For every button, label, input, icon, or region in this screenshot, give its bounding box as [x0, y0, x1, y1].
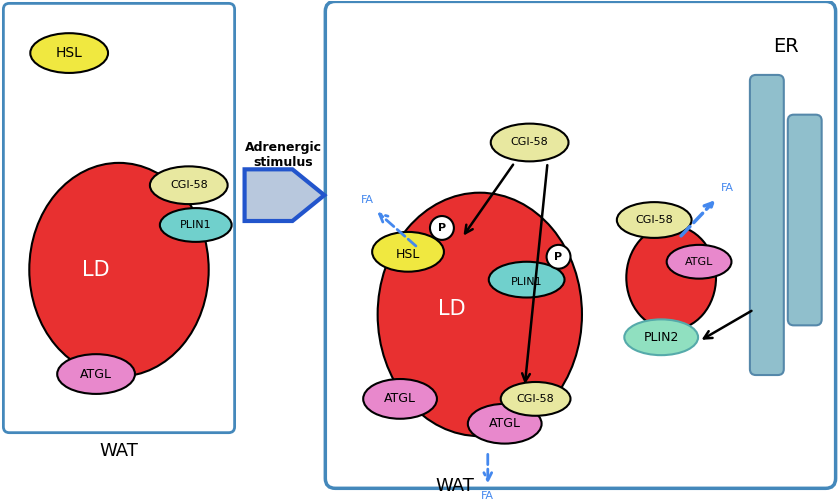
Text: ATGL: ATGL	[384, 393, 416, 405]
Ellipse shape	[430, 216, 454, 240]
Text: PLIN1: PLIN1	[180, 220, 212, 230]
Ellipse shape	[547, 245, 570, 269]
Text: WAT: WAT	[435, 477, 475, 495]
Text: P: P	[438, 223, 446, 233]
Ellipse shape	[491, 123, 569, 161]
Ellipse shape	[501, 382, 570, 416]
Text: FA: FA	[481, 491, 494, 501]
Ellipse shape	[667, 245, 732, 279]
Text: ER: ER	[773, 37, 799, 55]
Text: ATGL: ATGL	[685, 257, 713, 267]
Text: Adrenergic
stimulus: Adrenergic stimulus	[245, 142, 322, 169]
Ellipse shape	[29, 163, 208, 376]
FancyBboxPatch shape	[325, 2, 836, 488]
Text: ATGL: ATGL	[80, 367, 112, 381]
Text: FA: FA	[360, 195, 374, 205]
Text: FA: FA	[721, 183, 733, 193]
FancyBboxPatch shape	[3, 4, 234, 432]
Ellipse shape	[30, 33, 108, 73]
Text: LD: LD	[438, 299, 465, 320]
FancyBboxPatch shape	[750, 75, 784, 375]
Ellipse shape	[624, 320, 698, 355]
Text: LD: LD	[82, 260, 110, 280]
Text: PLIN1: PLIN1	[511, 277, 543, 287]
Text: CGI-58: CGI-58	[511, 138, 549, 148]
Text: WAT: WAT	[100, 442, 139, 460]
Ellipse shape	[378, 193, 582, 436]
Text: CGI-58: CGI-58	[170, 180, 207, 190]
Ellipse shape	[468, 404, 542, 444]
Ellipse shape	[363, 379, 437, 419]
FancyBboxPatch shape	[788, 115, 822, 326]
Text: HSL: HSL	[55, 46, 82, 60]
Ellipse shape	[617, 202, 691, 238]
Ellipse shape	[57, 354, 135, 394]
Text: HSL: HSL	[396, 248, 420, 261]
Text: CGI-58: CGI-58	[517, 394, 554, 404]
Ellipse shape	[489, 262, 564, 297]
Text: P: P	[554, 252, 563, 262]
Ellipse shape	[150, 166, 228, 204]
Text: CGI-58: CGI-58	[635, 215, 673, 225]
Text: PLIN2: PLIN2	[643, 331, 679, 344]
Ellipse shape	[627, 225, 716, 330]
Text: ATGL: ATGL	[489, 417, 521, 430]
FancyArrow shape	[244, 169, 324, 221]
Ellipse shape	[372, 232, 444, 272]
Ellipse shape	[160, 208, 232, 242]
